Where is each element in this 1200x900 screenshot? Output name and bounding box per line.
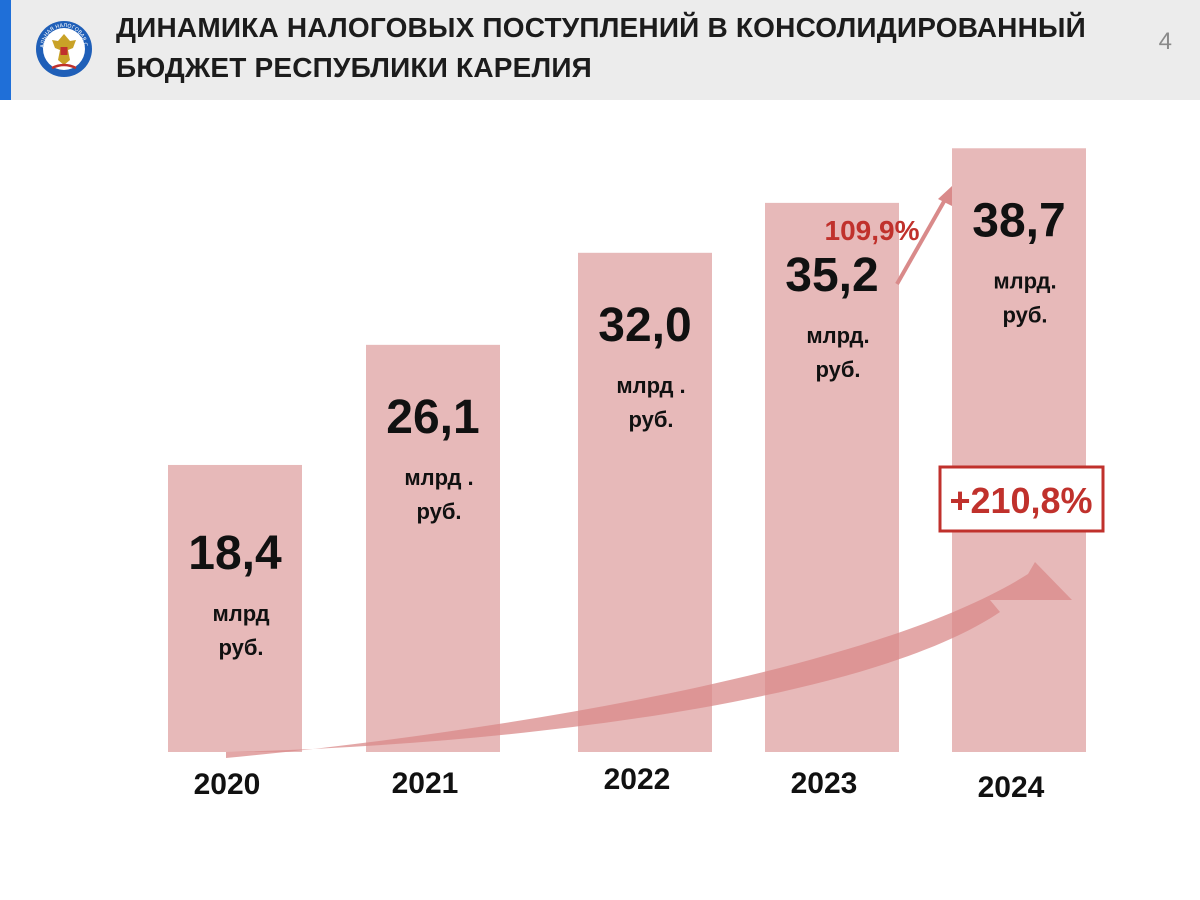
- unit-label-2024-1: млрд.: [993, 268, 1056, 293]
- year-label-2022: 2022: [604, 763, 671, 796]
- unit-label-2021-2: руб.: [416, 499, 461, 524]
- unit-label-2021-1: млрд .: [404, 465, 473, 490]
- value-label-2021: 26,1: [386, 391, 479, 444]
- year-label-2023: 2023: [791, 767, 858, 800]
- value-label-2023: 35,2: [785, 249, 878, 302]
- year-label-2024: 2024: [978, 771, 1045, 804]
- page-title: ДИНАМИКА НАЛОГОВЫХ ПОСТУПЛЕНИЙ В КОНСОЛИ…: [116, 8, 1126, 88]
- bar-2020: [168, 464, 302, 752]
- value-label-2022: 32,0: [598, 299, 691, 352]
- total-growth-box: [938, 465, 1105, 533]
- title-line-2: БЮДЖЕТ РЕСПУБЛИКИ КАРЕЛИЯ: [116, 52, 592, 83]
- unit-label-2023-1: млрд.: [806, 323, 869, 348]
- yoy-growth-arrow: [895, 186, 952, 285]
- accent-strip: [0, 0, 11, 100]
- fns-emblem-icon: ФЕДЕРАЛЬНАЯ НАЛОГОВАЯ СЛУЖБА: [31, 10, 94, 84]
- year-label-2021: 2021: [392, 767, 459, 800]
- year-label-2020: 2020: [194, 768, 261, 801]
- unit-label-2020-1: млрд: [212, 601, 269, 626]
- unit-label-2022-2: руб.: [628, 407, 673, 432]
- total-growth-label: +210,8%: [949, 480, 1092, 521]
- value-label-2024: 38,7: [972, 194, 1065, 247]
- bar-2022: [578, 252, 712, 753]
- yoy-growth-label: 109,9%: [825, 215, 920, 246]
- page-number: 4: [1158, 28, 1172, 55]
- unit-label-2023-2: руб.: [815, 357, 860, 382]
- unit-label-2020-2: руб.: [218, 635, 263, 660]
- bar-2021: [366, 344, 500, 752]
- value-label-2020: 18,4: [188, 527, 282, 580]
- title-line-1: ДИНАМИКА НАЛОГОВЫХ ПОСТУПЛЕНИЙ В КОНСОЛИ…: [116, 12, 1086, 43]
- bar-2024: [952, 148, 1086, 752]
- unit-label-2024-2: руб.: [1002, 302, 1047, 327]
- slide-header: ФЕДЕРАЛЬНАЯ НАЛОГОВАЯ СЛУЖБА ДИНАМИКА НА…: [0, 0, 1200, 100]
- unit-label-2022-1: млрд .: [616, 373, 685, 398]
